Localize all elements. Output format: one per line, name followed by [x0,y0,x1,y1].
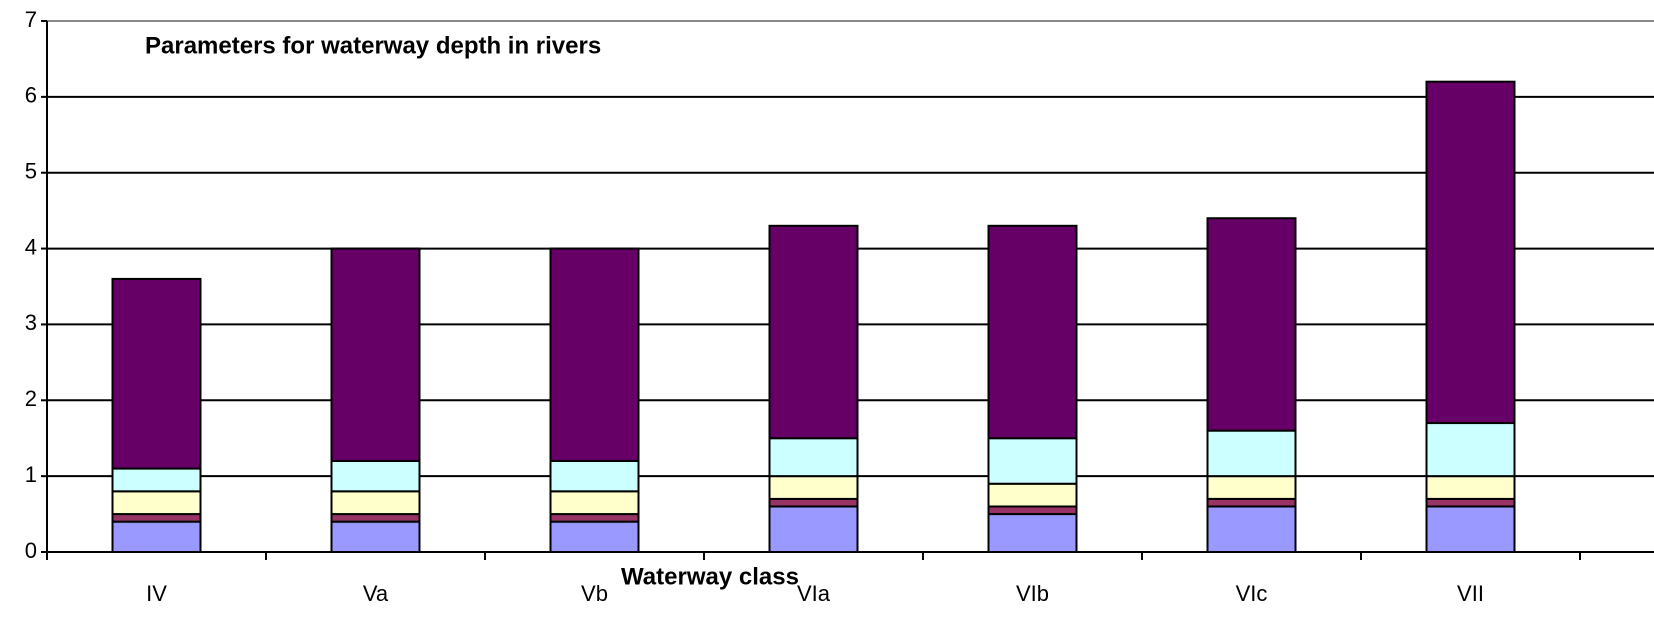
bar-segment [1425,505,1516,554]
bar-segment [768,224,859,440]
x-tick-label: VIc [1236,581,1268,606]
y-tick-label: 7 [25,7,37,32]
x-tick-label: IV [146,581,167,606]
bar-segment [987,482,1078,508]
bar-segment [330,459,421,493]
y-tick-label: 2 [25,386,37,411]
bar-segment [987,505,1078,516]
bar-segment [768,475,859,500]
bar-segment [330,520,421,554]
bar-segment [111,520,202,554]
bar-segment [768,437,859,478]
chart-title: Parameters for waterway depth in rivers [145,32,601,59]
bar-segment [1425,475,1516,500]
bar-segment [1206,475,1297,500]
y-tick-label: 3 [25,310,37,335]
bar-segment [549,247,640,462]
bar-segment [768,497,859,508]
x-axis-label: Waterway class [621,563,799,590]
bar-segment [111,513,202,523]
x-tick-label: VIb [1016,581,1049,606]
y-tick-label: 1 [25,462,37,487]
x-tick-label: Vb [581,581,608,606]
bar-segment [1206,217,1297,432]
bar-segment [1206,505,1297,554]
bar-segment [330,247,421,462]
bar-segment [987,224,1078,440]
y-tick-label: 5 [25,159,37,184]
bar-segment [330,490,421,516]
y-tick-label: 0 [25,538,37,563]
x-tick-label: Va [363,581,389,606]
bar-segment [987,513,1078,553]
x-tick-label: VIa [797,581,831,606]
bar-segment [111,467,202,493]
bar-segment [111,490,202,516]
bar-segment [549,513,640,523]
bar-segment [549,459,640,493]
bar-segment [111,277,202,470]
bar-segment [1425,497,1516,508]
bar-segment [768,505,859,554]
y-tick-label: 6 [25,83,37,108]
bar-segment [1206,497,1297,508]
bar-segment [330,513,421,523]
bar-segment [1425,80,1516,425]
y-tick-label: 4 [25,234,37,259]
bar-segment [987,437,1078,485]
bar-segment [549,520,640,554]
x-tick-label: VII [1457,581,1484,606]
bar-segment [549,490,640,516]
bar-segment [1425,422,1516,478]
bar-segment [1206,429,1297,478]
